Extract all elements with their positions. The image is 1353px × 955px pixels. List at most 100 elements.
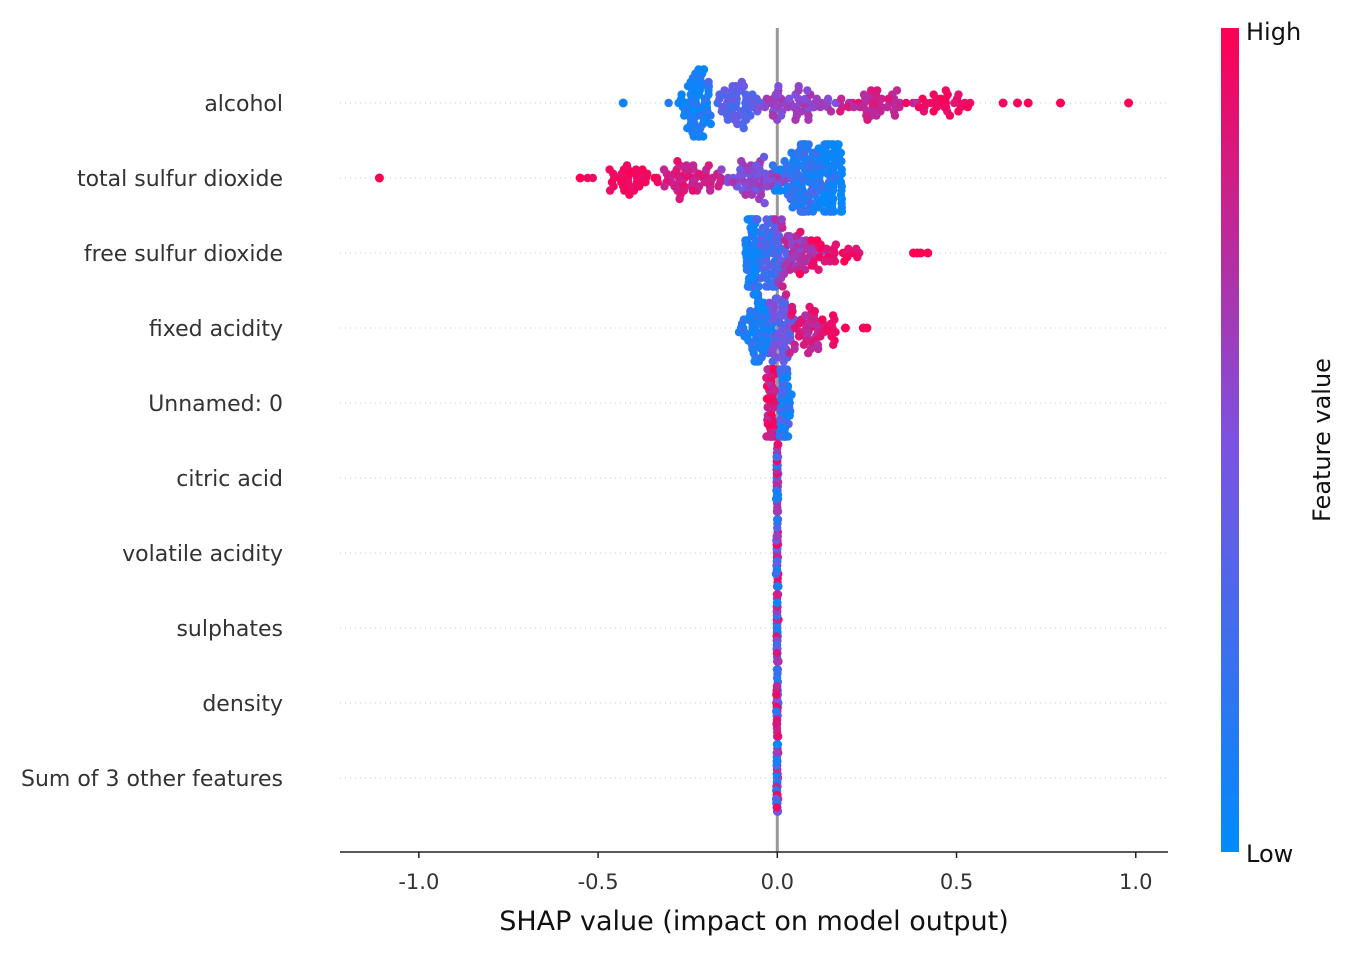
- shap-point: [929, 90, 938, 99]
- shap-point: [940, 103, 949, 112]
- shap-point: [822, 244, 831, 253]
- shap-point: [834, 140, 843, 149]
- shap-point: [795, 269, 805, 279]
- shap-point: [785, 411, 794, 420]
- row-guide-lines: [340, 102, 1168, 779]
- shap-point: [772, 590, 782, 599]
- colorbar-high-label: High: [1246, 18, 1301, 46]
- shap-point: [777, 215, 786, 224]
- shap-point: [796, 140, 806, 149]
- shap-point: [772, 682, 782, 691]
- shap-point: [747, 190, 757, 199]
- shap-point: [758, 223, 768, 232]
- shap-point: [866, 86, 876, 95]
- shap-point: [760, 199, 769, 208]
- shap-point: [762, 94, 771, 104]
- shap-point: [739, 124, 748, 133]
- shap-point-outlier: [1023, 98, 1033, 108]
- shap-point: [853, 253, 862, 262]
- shap-point: [688, 186, 697, 195]
- shap-point: [882, 103, 892, 112]
- shap-point: [768, 161, 778, 170]
- shap-point: [785, 232, 794, 241]
- shap-point: [873, 86, 882, 95]
- shap-point: [752, 161, 761, 170]
- shap-point: [820, 207, 829, 216]
- shap-point: [799, 340, 809, 349]
- shap-point: [760, 103, 770, 112]
- shap-point: [926, 98, 935, 108]
- shap-point: [730, 115, 739, 125]
- shap-point: [787, 390, 796, 399]
- feature-label: fixed acidity: [149, 317, 283, 342]
- shap-point: [773, 740, 782, 749]
- shap-point: [773, 657, 782, 666]
- shap-point: [740, 332, 749, 341]
- shap-point: [737, 157, 746, 166]
- shap-point: [756, 274, 765, 283]
- shap-point: [820, 257, 829, 266]
- shap-point: [675, 194, 684, 204]
- shap-point: [772, 803, 781, 812]
- shap-point: [901, 98, 911, 108]
- shap-point-outlier: [575, 173, 585, 183]
- shap-point: [680, 111, 689, 120]
- shap-point: [816, 332, 825, 341]
- shap-point: [954, 90, 963, 99]
- shap-point: [653, 178, 662, 187]
- feature-label: total sulfur dioxide: [77, 167, 283, 192]
- shap-point-outlier: [840, 323, 850, 333]
- shap-point: [748, 344, 757, 354]
- shap-point: [673, 157, 682, 166]
- feature-label: free sulfur dioxide: [84, 242, 283, 267]
- shap-point: [919, 107, 929, 116]
- shap-point: [779, 357, 788, 366]
- shap-point-outlier: [998, 98, 1008, 108]
- shap-point: [785, 349, 794, 358]
- shap-point: [763, 365, 773, 374]
- shap-point: [753, 357, 762, 366]
- shap-point: [762, 432, 771, 441]
- shap-point: [768, 111, 778, 120]
- shap-point: [583, 173, 592, 183]
- shap-point: [762, 282, 771, 291]
- shap-point: [788, 203, 797, 212]
- shap-point: [641, 178, 650, 187]
- shap-point: [794, 82, 803, 91]
- x-tick-label: 0.0: [761, 870, 794, 894]
- shap-point: [708, 173, 717, 183]
- shap-point: [804, 349, 813, 358]
- shap-point: [859, 90, 869, 99]
- shap-point: [844, 244, 853, 253]
- colorbar: [1221, 28, 1239, 852]
- shap-point: [787, 302, 797, 312]
- shap-point: [773, 507, 782, 516]
- shap-point: [852, 244, 861, 253]
- shap-point: [706, 119, 715, 129]
- shap-point: [772, 598, 782, 607]
- shap-point: [849, 103, 859, 112]
- shap-point: [771, 569, 781, 579]
- shap-point: [831, 240, 841, 249]
- colorbar-title: Feature value: [1308, 358, 1336, 522]
- shap-point: [772, 665, 782, 674]
- shap-point: [814, 144, 823, 153]
- shap-point: [776, 186, 785, 195]
- x-axis-title: SHAP value (impact on model output): [499, 906, 1009, 937]
- shap-point-outlier: [1013, 98, 1022, 108]
- shap-point: [772, 649, 782, 658]
- shap-point: [741, 190, 750, 199]
- shap-point: [771, 90, 780, 99]
- shap-point: [936, 94, 945, 104]
- shap-point: [772, 452, 781, 462]
- shap-point-outlier: [618, 98, 628, 108]
- shap-point: [728, 178, 737, 187]
- shap-point: [688, 128, 697, 137]
- shap-point: [783, 190, 793, 199]
- shap-point: [689, 161, 698, 170]
- shap-point: [694, 182, 704, 191]
- shap-point: [699, 65, 709, 74]
- shap-point: [784, 94, 794, 104]
- shap-point: [814, 265, 823, 274]
- x-tick-label: -1.0: [398, 870, 439, 894]
